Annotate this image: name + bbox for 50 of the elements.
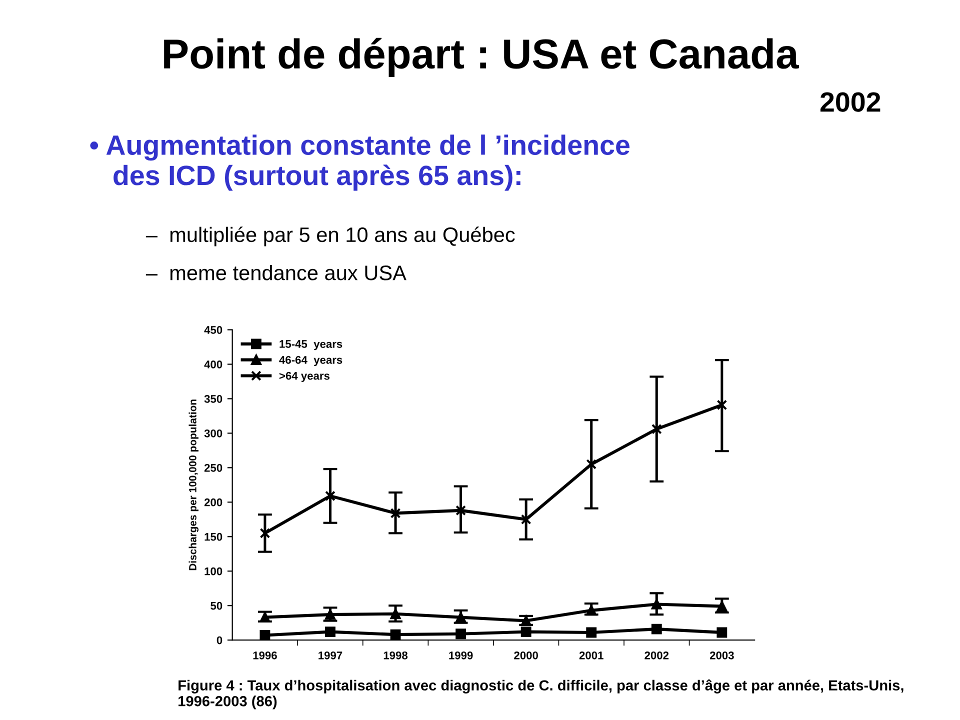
point — [390, 629, 401, 640]
point — [260, 528, 270, 538]
x-tick-label: 1996 — [253, 651, 277, 660]
point — [390, 508, 401, 518]
legend-label: 15-45 years — [280, 340, 342, 350]
text: – multipliée par 5 en 10 ans au Québec — [146, 226, 515, 246]
y-tick-label: 450 — [204, 326, 222, 334]
point — [456, 612, 466, 623]
point — [520, 514, 532, 525]
point — [520, 626, 532, 638]
legend-label: 46-64 years — [279, 356, 342, 366]
point — [260, 630, 270, 640]
y-tick-label: 150 — [204, 532, 222, 541]
point — [651, 624, 662, 634]
point — [651, 599, 662, 610]
text: – meme tendance aux USA — [146, 264, 406, 280]
point — [716, 627, 728, 638]
point — [586, 605, 597, 616]
legend-label: >64 years — [279, 372, 330, 382]
text: 2002 — [820, 92, 880, 112]
y-tick-label: 100 — [204, 567, 222, 576]
x-tick-label: 2000 — [514, 651, 538, 660]
point — [325, 626, 336, 638]
point — [325, 609, 336, 620]
point — [325, 490, 336, 502]
x-tick-label: 2001 — [579, 651, 604, 660]
y-tick-label: 0 — [216, 636, 222, 644]
x-tick-label: 1999 — [449, 651, 473, 660]
x-tick-label: 1997 — [318, 651, 342, 660]
y-tick-label: 350 — [204, 394, 222, 403]
y-axis-title: Discharges per 100,000 population — [188, 400, 199, 570]
point — [390, 608, 401, 620]
y-tick-label: 50 — [210, 602, 222, 610]
point — [586, 627, 597, 638]
caption: Figure 4 : Taux d’hospitalisation avec diagnostic de C. difficile, par classe d’âge et par année, Etats-Unis, 1996-2003 (86) — [178, 680, 904, 710]
x-tick-label: 2002 — [644, 651, 669, 660]
point — [651, 424, 662, 434]
point — [456, 505, 466, 516]
text: • Augmentation constante de l ’incidence des ICD (surtout après 65 ans): — [90, 134, 630, 191]
point — [456, 628, 466, 640]
y-tick-label: 400 — [204, 360, 222, 368]
y-tick-label: 300 — [204, 429, 222, 438]
y-tick-label: 250 — [204, 464, 222, 472]
point — [716, 400, 728, 410]
x-tick-label: 2003 — [710, 651, 734, 660]
x-tick-label: 1998 — [384, 651, 408, 660]
y-tick-label: 200 — [204, 498, 222, 506]
point — [586, 459, 597, 470]
chart-title: Point de départ : USA et Canada — [164, 38, 799, 78]
point — [716, 601, 728, 612]
